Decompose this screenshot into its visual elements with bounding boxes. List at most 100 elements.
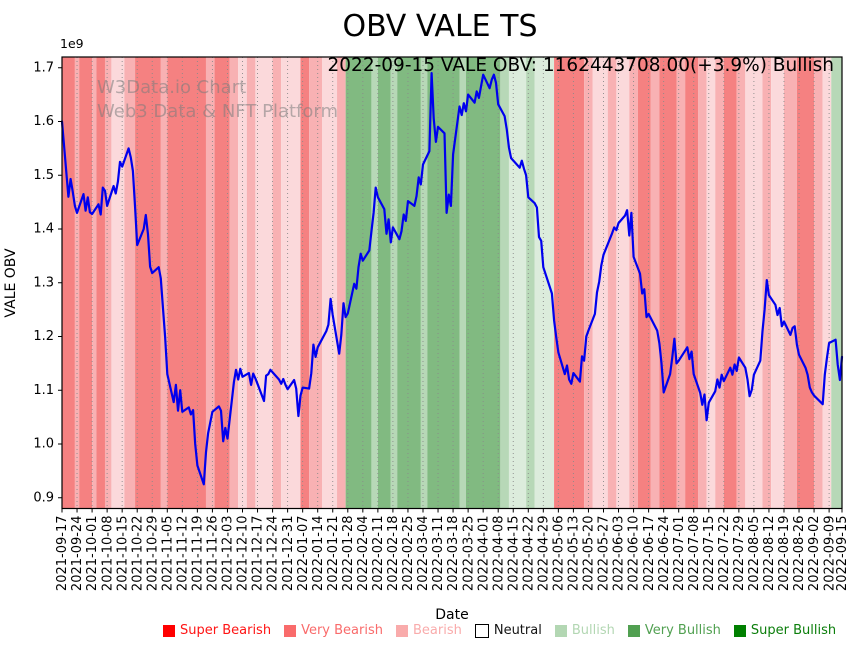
- legend-label: Very Bearish: [301, 623, 383, 638]
- y-axis-offset-text: 1e9: [60, 36, 84, 51]
- x-tick-label: 2022-08-05: [747, 516, 762, 592]
- x-tick-label: 2022-05-13: [567, 516, 582, 592]
- signal-legend: Super Bearish Very Bearish Bearish Neutral B…: [163, 621, 855, 641]
- y-tick-label: 1.3: [33, 275, 54, 290]
- legend-label: Bearish: [412, 623, 462, 638]
- y-tick-label: 1.5: [33, 168, 54, 183]
- obv-series-line: [60, 72, 844, 486]
- band-bullish: [371, 57, 378, 509]
- x-tick-label: 2021-09-24: [70, 516, 85, 592]
- band-bullish: [420, 57, 428, 509]
- band-very_bearish: [79, 57, 93, 509]
- band-very_bearish: [554, 57, 585, 509]
- watermark-line2: Web3 Data & NFT Platform: [97, 101, 338, 122]
- band-bearish_light: [322, 57, 338, 509]
- x-tick-label: 2022-07-15: [702, 516, 717, 592]
- band-bearish: [272, 57, 282, 509]
- band-bearish_light: [822, 57, 832, 509]
- x-tick-label: 2022-09-02: [807, 516, 822, 592]
- band-very_bearish: [167, 57, 206, 509]
- band-bearish_light: [745, 57, 763, 509]
- x-tick-label: 2022-01-14: [311, 516, 326, 592]
- x-tick-label: 2022-02-04: [356, 516, 371, 592]
- x-tick-label: 2022-01-21: [326, 516, 341, 592]
- x-tick-label: 2022-07-22: [717, 516, 732, 592]
- chart-title: OBV VALE TS: [342, 9, 537, 44]
- x-tick-label: 2022-07-29: [732, 516, 747, 592]
- band-very_bearish: [685, 57, 699, 509]
- x-tick-label: 2022-05-20: [582, 516, 597, 592]
- x-tick-label: 2022-07-01: [672, 516, 687, 592]
- band-very_bearish: [659, 57, 677, 509]
- x-tick-label: 2021-10-01: [85, 516, 100, 592]
- x-tick-label: 2022-08-26: [792, 516, 807, 592]
- x-tick-label: 2022-09-15: [835, 516, 850, 592]
- x-tick-label: 2021-12-17: [251, 516, 266, 592]
- latest-value-annotation: 2022-09-15 VALE OBV: 1162443708.00(+3.9%…: [328, 55, 834, 76]
- legend-swatch-icon: [163, 625, 175, 637]
- x-tick-label: 2021-12-24: [266, 516, 281, 592]
- y-tick-label: 1.7: [33, 60, 54, 75]
- band-bearish: [607, 57, 617, 509]
- x-axis-label: Date: [435, 607, 468, 623]
- band-bearish: [650, 57, 660, 509]
- band-bearish_light: [706, 57, 716, 509]
- x-tick-label: 2022-03-11: [431, 516, 446, 592]
- band-bearish: [783, 57, 797, 509]
- legend-swatch-icon: [474, 624, 489, 638]
- band-bearish: [814, 57, 823, 509]
- x-tick-label: 2022-07-08: [687, 516, 702, 592]
- x-tick-label: 2022-01-07: [296, 516, 311, 592]
- x-tick-label: 2022-08-19: [777, 516, 792, 592]
- x-tick-label: 2022-03-25: [461, 516, 476, 592]
- band-bearish: [629, 57, 638, 509]
- y-tick-label: 1.4: [33, 222, 54, 237]
- band-bullish: [459, 57, 466, 509]
- band-bearish: [584, 57, 593, 509]
- band-bearish: [715, 57, 724, 509]
- band-bearish: [246, 57, 256, 509]
- x-tick-label: 2022-04-01: [476, 516, 491, 592]
- x-tick-label: 2022-04-29: [536, 516, 551, 592]
- legend-item-super-bearish: Super Bearish: [163, 624, 271, 638]
- x-tick-label: 2021-11-19: [191, 516, 206, 592]
- band-bearish_light: [238, 57, 247, 509]
- x-tick-label: 2021-12-31: [281, 516, 296, 592]
- band-bearish: [92, 57, 97, 509]
- legend-swatch-icon: [284, 625, 297, 637]
- x-tick-label: 2021-11-05: [160, 516, 175, 592]
- band-very_bullish: [465, 57, 501, 509]
- band-bearish_light: [592, 57, 608, 509]
- legend-item-neutral: Neutral: [474, 624, 542, 638]
- y-tick-label: 1.6: [33, 114, 54, 129]
- legend-swatch-icon: [627, 625, 640, 637]
- band-bullish_light: [508, 57, 527, 509]
- band-bearish: [736, 57, 746, 509]
- band-very_bullish: [397, 57, 421, 509]
- x-tick-label: 2022-02-25: [401, 516, 416, 592]
- band-bearish: [74, 57, 80, 509]
- band-bearish_light: [281, 57, 301, 509]
- x-tick-label: 2022-08-12: [762, 516, 777, 592]
- band-bearish_light: [616, 57, 630, 509]
- x-tick-label: 2021-10-08: [100, 516, 115, 592]
- band-very_bearish: [214, 57, 230, 509]
- x-axis: 2021-09-17 2021-09-24 2021-10-01 2021-10-08…: [55, 508, 850, 592]
- x-tick-label: 2022-06-10: [627, 516, 642, 592]
- signal-bands-layer: [62, 57, 842, 509]
- x-tick-label: 2022-04-22: [521, 516, 536, 592]
- band-very_bearish: [62, 57, 75, 509]
- x-tick-label: 2022-05-06: [552, 516, 567, 592]
- band-very_bearish: [796, 57, 815, 509]
- band-bearish: [229, 57, 239, 509]
- band-bearish: [309, 57, 322, 509]
- legend-swatch-icon: [554, 625, 567, 637]
- band-very_bullish: [345, 57, 372, 509]
- x-tick-label: 2022-02-11: [371, 516, 386, 592]
- band-very_bullish: [377, 57, 391, 509]
- watermark-line1: W3Data.io Chart: [97, 77, 246, 98]
- x-tick-label: 2021-10-15: [115, 516, 130, 592]
- legend-item-very-bearish: Very Bearish: [284, 624, 383, 638]
- band-bullish: [500, 57, 509, 509]
